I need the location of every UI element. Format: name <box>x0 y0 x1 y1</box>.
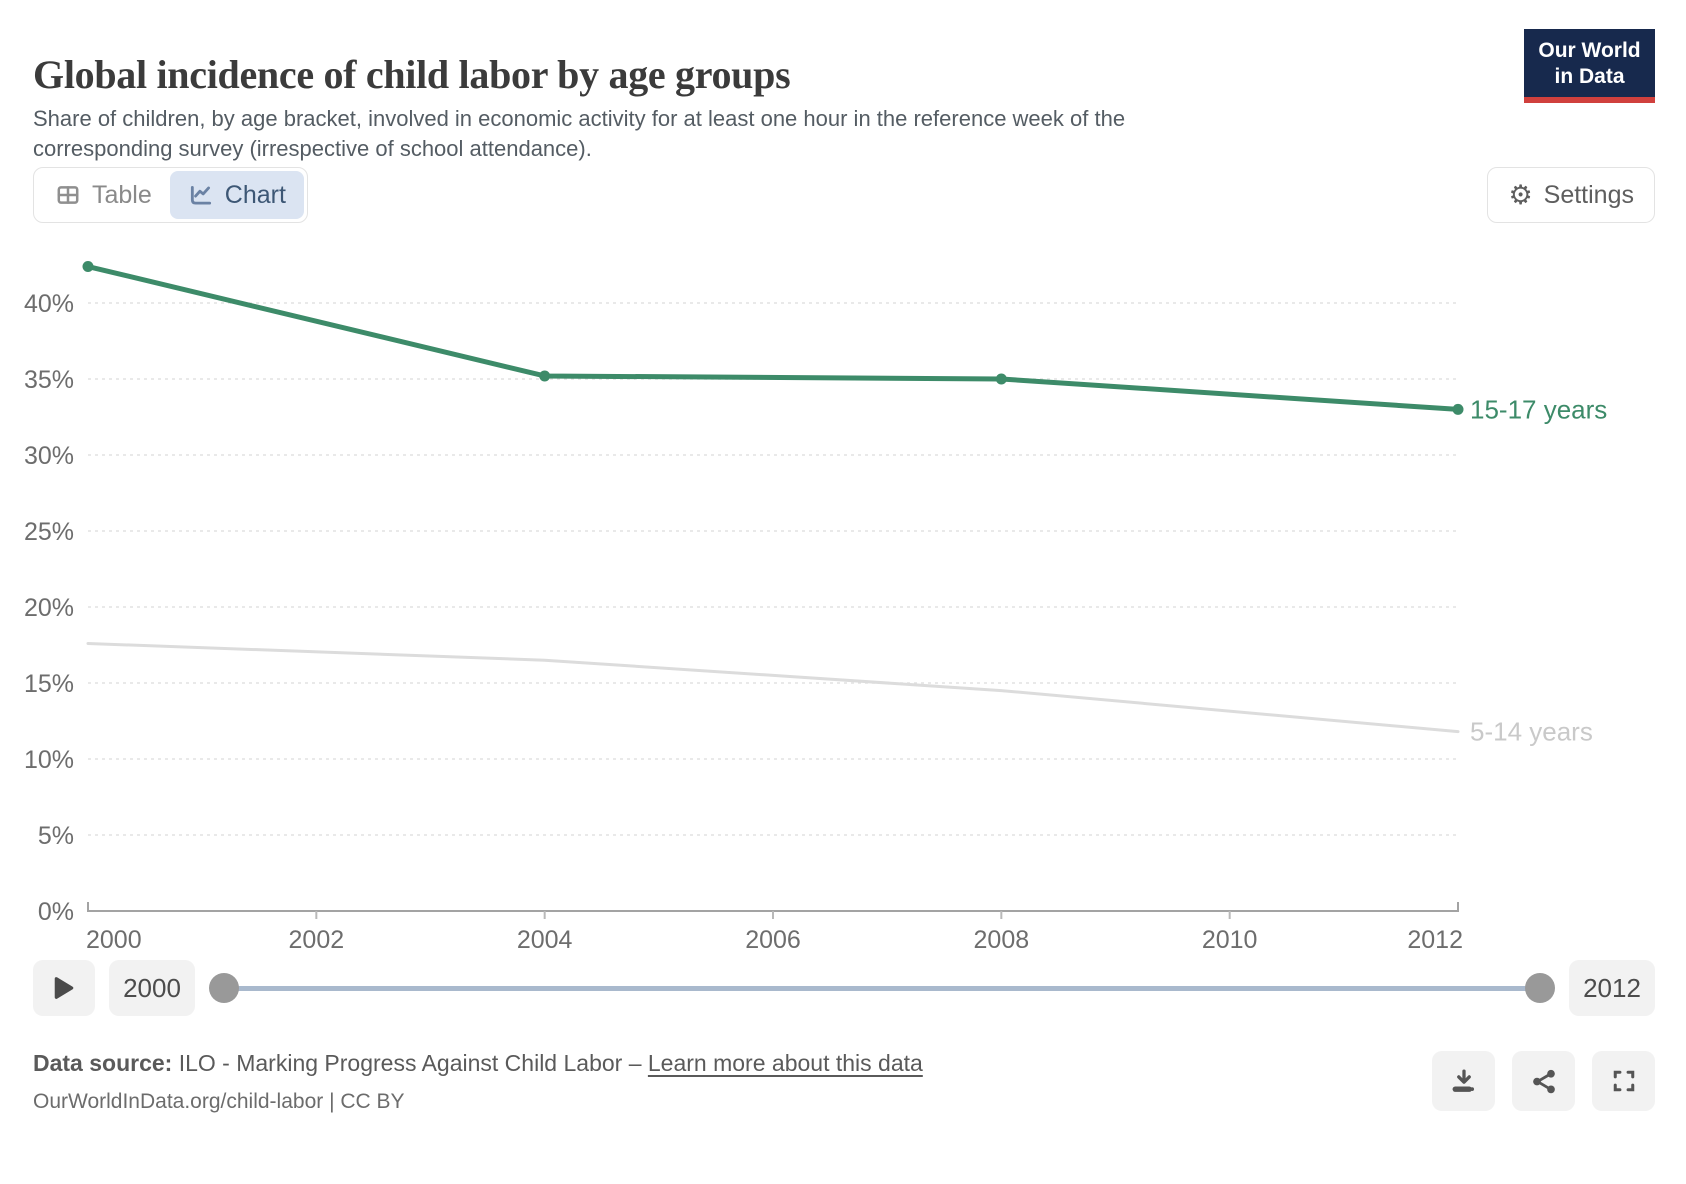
line-series-5-14-years[interactable] <box>86 641 1460 734</box>
y-tick-label: 0% <box>38 898 74 926</box>
x-tick-label: 2012 <box>1407 926 1463 954</box>
timeline-handle-end[interactable] <box>1525 973 1555 1003</box>
fullscreen-icon <box>1610 1067 1638 1095</box>
footer-action-buttons <box>1432 1051 1655 1111</box>
timeline-start-year[interactable]: 2000 <box>109 960 195 1016</box>
y-tick-label: 15% <box>24 670 74 698</box>
gear-icon: ⚙ <box>1508 179 1533 211</box>
settings-button[interactable]: ⚙ Settings <box>1487 167 1655 223</box>
timeline-controls: 2000 2012 <box>33 960 1655 1016</box>
timeline-track[interactable] <box>224 986 1540 991</box>
timeline-slider[interactable] <box>209 960 1555 1016</box>
share-icon <box>1530 1067 1558 1095</box>
owid-logo-line2: in Data <box>1554 65 1625 88</box>
y-tick-label: 5% <box>38 822 74 850</box>
tab-chart[interactable]: Chart <box>169 171 304 219</box>
data-point[interactable] <box>539 370 551 382</box>
owid-logo[interactable]: Our World in Data <box>1524 29 1655 103</box>
play-icon <box>53 976 75 1000</box>
data-point[interactable] <box>1452 403 1464 415</box>
play-button[interactable] <box>33 960 95 1016</box>
y-tick-label: 10% <box>24 746 74 774</box>
x-tick-label: 2000 <box>86 926 142 954</box>
settings-label: Settings <box>1543 180 1634 209</box>
timeline-end-year[interactable]: 2012 <box>1569 960 1655 1016</box>
y-tick-label: 40% <box>24 290 74 318</box>
x-tick-label: 2002 <box>289 926 345 954</box>
series-label: 15-17 years <box>1470 394 1607 424</box>
y-tick-label: 25% <box>24 518 74 546</box>
data-source-line: Data source: ILO - Marking Progress Agai… <box>33 1050 923 1077</box>
fullscreen-button[interactable] <box>1592 1051 1655 1111</box>
owid-logo-line1: Our World <box>1538 39 1641 62</box>
footer-source-block: Data source: ILO - Marking Progress Agai… <box>33 1050 923 1114</box>
download-icon <box>1450 1067 1478 1095</box>
learn-more-link[interactable]: Learn more about this data <box>647 1050 923 1076</box>
tab-chart-label: Chart <box>224 180 286 209</box>
y-tick-label: 20% <box>24 594 74 622</box>
table-icon <box>55 182 81 208</box>
data-source-label: Data source: <box>33 1050 173 1076</box>
data-point[interactable] <box>82 261 94 273</box>
controls-row: Table Chart ⚙ Settings <box>33 167 1655 223</box>
data-point[interactable] <box>995 373 1007 385</box>
y-tick-label: 35% <box>24 366 74 394</box>
owid-logo-box: Our World in Data <box>1524 29 1655 103</box>
view-toggle: Table Chart <box>33 167 308 223</box>
line-series-15-17-years[interactable] <box>85 264 1461 412</box>
page-title: Global incidence of child labor by age g… <box>33 51 791 97</box>
tab-table[interactable]: Table <box>37 171 170 219</box>
tab-table-label: Table <box>92 180 152 209</box>
x-tick-label: 2006 <box>745 926 801 954</box>
x-tick-label: 2010 <box>1202 926 1258 954</box>
series-label: 5-14 years <box>1470 717 1593 747</box>
x-tick-label: 2008 <box>974 926 1030 954</box>
line-chart-icon <box>188 182 214 208</box>
citation-line: OurWorldInData.org/child-labor | CC BY <box>33 1090 405 1113</box>
data-source-text: ILO - Marking Progress Against Child Lab… <box>172 1050 648 1076</box>
download-button[interactable] <box>1432 1051 1495 1111</box>
chart-subtitle: Share of children, by age bracket, invol… <box>33 106 1126 161</box>
x-tick-label: 2004 <box>517 926 573 954</box>
timeline-handle-start[interactable] <box>209 973 239 1003</box>
share-button[interactable] <box>1512 1051 1575 1111</box>
x-axis-line <box>87 902 1459 912</box>
y-tick-label: 30% <box>24 442 74 470</box>
line-chart-plot[interactable]: 0% 5% 10% 15% 20% 25% 30% 35% 40% 2000 2002 2004 200… <box>0 0 1686 955</box>
